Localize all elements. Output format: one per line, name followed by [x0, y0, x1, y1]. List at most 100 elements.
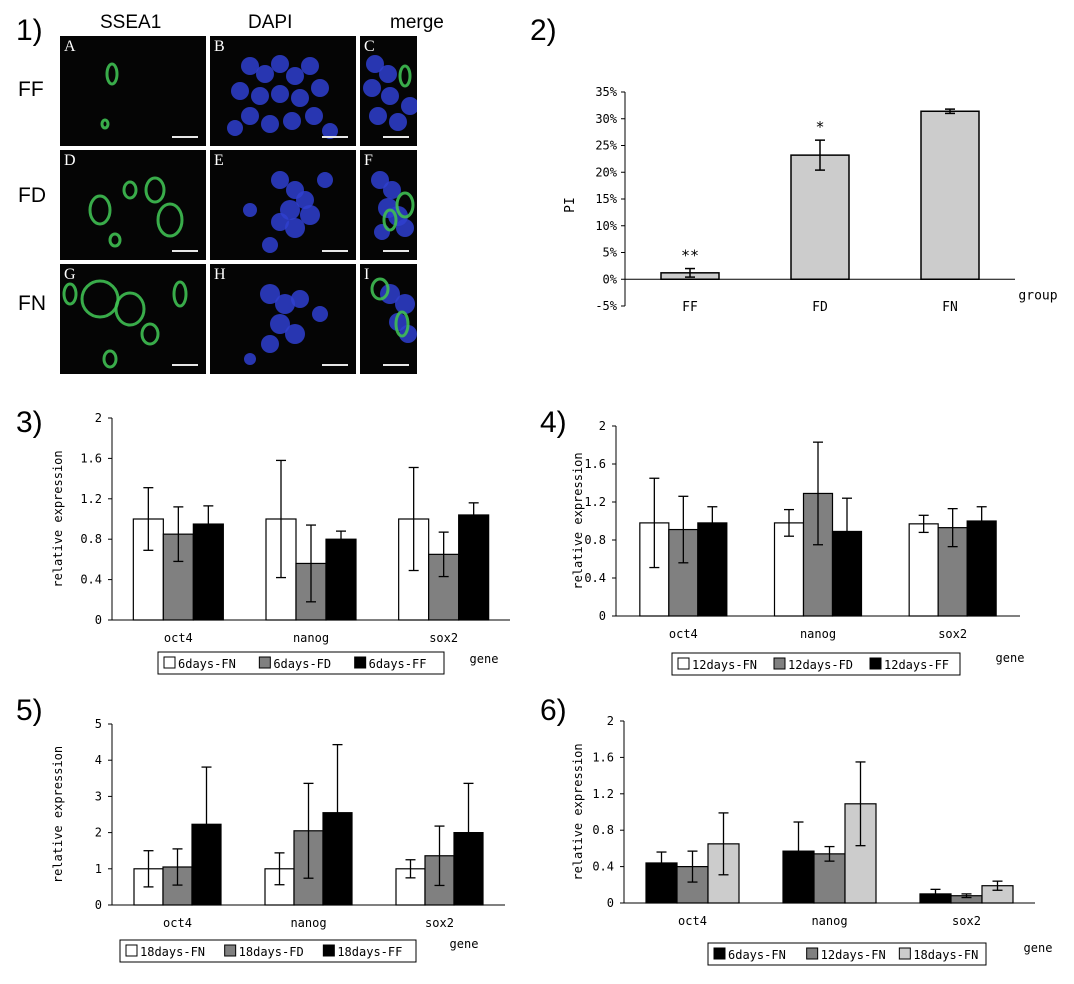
- x-tick-label: nanog: [293, 631, 329, 645]
- nucleus-blob: [379, 65, 397, 83]
- bar: [908, 523, 939, 617]
- legend-swatch: [163, 656, 176, 669]
- legend-label: 6days-FN: [728, 948, 786, 962]
- nucleus-blob: [261, 115, 279, 133]
- legend-label: 6days-FF: [369, 657, 427, 671]
- micrograph-image: [363, 55, 417, 131]
- y-tick-label: 0.4: [584, 571, 606, 585]
- nucleus-blob: [296, 191, 314, 209]
- bar-fn: [920, 110, 980, 281]
- tile-letter: F: [364, 152, 373, 169]
- micrograph-tile-a: A: [60, 36, 206, 146]
- tile-letter: B: [214, 38, 225, 55]
- y-tick-label: 1: [95, 862, 102, 876]
- nucleus-blob: [381, 87, 399, 105]
- nucleus-blob: [291, 89, 309, 107]
- tile-letter: E: [214, 152, 224, 169]
- y-tick-label: 2: [599, 419, 606, 433]
- nucleus-blob: [275, 294, 295, 314]
- nucleus-blob: [401, 97, 417, 115]
- nucleus-blob: [271, 85, 289, 103]
- micrograph-image: [88, 176, 184, 248]
- y-tick-label: 0: [599, 609, 606, 623]
- legend-swatch: [677, 657, 690, 670]
- legend-label: 6days-FN: [178, 657, 236, 671]
- y-tick-label: 5: [95, 717, 102, 731]
- micrograph-image: [370, 277, 417, 343]
- y-tick-label: 0.4: [80, 573, 102, 587]
- x-tick-label: sox2: [425, 916, 454, 930]
- nucleus-blob: [271, 213, 289, 231]
- scale-bar: [322, 136, 348, 138]
- nucleus-blob: [251, 87, 269, 105]
- legend-swatch: [224, 944, 237, 957]
- row-header-fd: FD: [18, 184, 46, 207]
- y-tick-label: 1.2: [584, 495, 606, 509]
- legend-swatch: [354, 656, 367, 669]
- ssea1-stain-blob: [395, 191, 415, 219]
- nucleus-blob: [271, 171, 289, 189]
- nucleus-blob: [374, 224, 390, 240]
- y-axis-label: relative expression: [51, 450, 65, 587]
- y-tick-label: 1.2: [592, 787, 614, 801]
- y-tick-label: 0.8: [584, 533, 606, 547]
- nucleus-blob: [261, 335, 279, 353]
- nucleus-blob: [270, 314, 290, 334]
- x-axis-label: gene: [1024, 941, 1053, 955]
- nucleus-blob: [305, 107, 323, 125]
- y-tick-label: 0: [95, 613, 102, 627]
- pi-chart: 35% 30% 25% 20% 15% 10% 5% 0% -5% PI group ** FF * FD F…: [563, 85, 1058, 315]
- column-header-dapi: DAPI: [248, 12, 293, 33]
- ssea1-stain-blob: [394, 310, 410, 338]
- y-tick-label: 3: [95, 789, 102, 803]
- ssea1-stain-blob: [140, 322, 160, 346]
- tile-letter: I: [364, 266, 370, 283]
- scale-bar: [322, 250, 348, 252]
- x-axis-label: gene: [450, 937, 479, 951]
- legend-box: [119, 939, 417, 963]
- legend-swatch: [125, 944, 138, 957]
- y-tick-label: 0: [607, 896, 614, 910]
- bar: [325, 538, 357, 621]
- nucleus-blob: [243, 203, 257, 217]
- nucleus-blob: [227, 120, 243, 136]
- bar: [966, 520, 997, 617]
- nucleus-blob: [262, 237, 278, 253]
- y-tick-label: 0%: [603, 272, 618, 286]
- nucleus-blob: [371, 171, 389, 189]
- ssea1-stain-blob: [398, 64, 412, 88]
- micrograph-tile-c: C: [360, 36, 417, 146]
- micrograph-tile-g: G: [60, 264, 206, 374]
- y-tick-label: 25%: [595, 139, 617, 153]
- bar: [458, 514, 490, 621]
- y-tick-label: 2: [607, 714, 614, 728]
- nucleus-blob: [395, 294, 415, 314]
- x-tick-label: nanog: [800, 627, 836, 641]
- micrograph-tile-e: E: [210, 150, 356, 260]
- x-tick-label: oct4: [678, 914, 707, 928]
- nucleus-blob: [380, 284, 400, 304]
- y-tick-label: 0.4: [592, 860, 614, 874]
- significance-marker: **: [681, 247, 699, 265]
- y-tick-label: 30%: [595, 112, 617, 126]
- y-tick-label: 2: [95, 826, 102, 840]
- nucleus-blob: [283, 112, 301, 130]
- nucleus-blob: [312, 306, 328, 322]
- y-tick-label: 2: [95, 411, 102, 425]
- nucleus-blob: [389, 313, 407, 331]
- ssea1-stain-blob: [62, 282, 78, 306]
- scale-bar: [383, 364, 409, 366]
- x-tick-label: oct4: [669, 627, 698, 641]
- tile-letter: H: [214, 266, 226, 283]
- panel-label-2: 2): [530, 14, 557, 47]
- panel-label-3: 3): [16, 406, 43, 439]
- x-tick-label: oct4: [163, 916, 192, 930]
- scale-bar: [383, 250, 409, 252]
- tile-letter: D: [64, 152, 76, 169]
- ssea1-stain-blob: [382, 208, 398, 232]
- y-axis-label: relative expression: [571, 743, 585, 880]
- y-tick-label: 0.8: [592, 823, 614, 837]
- x-axis-label: gene: [470, 652, 499, 666]
- legend-label: 18days-FD: [239, 945, 304, 959]
- row-header-ff: FF: [18, 78, 44, 101]
